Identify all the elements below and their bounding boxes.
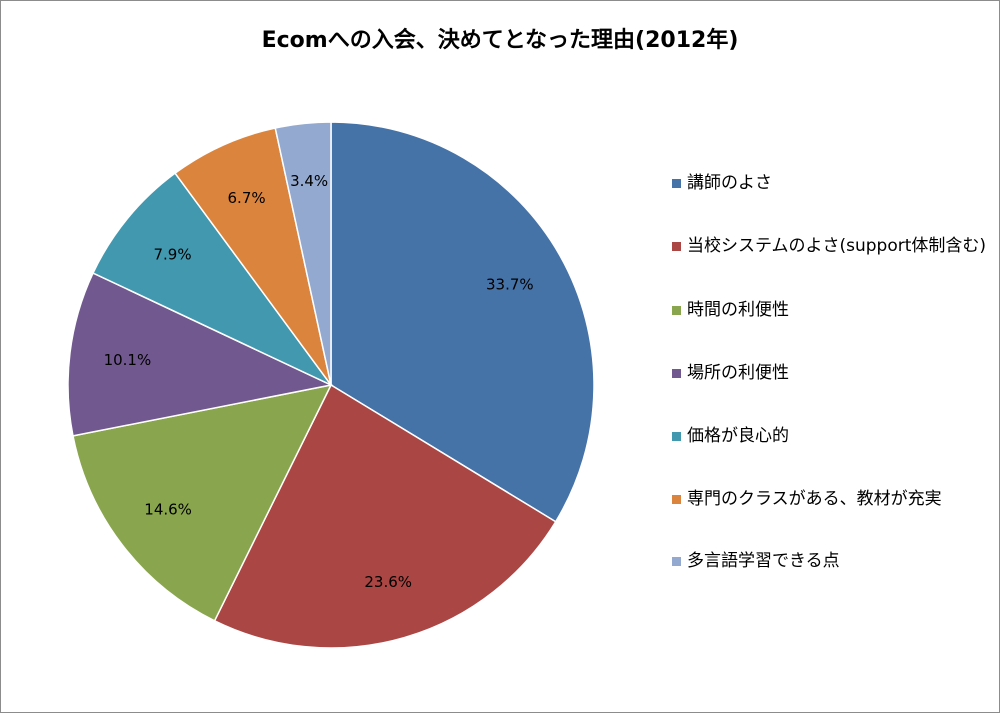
slice-data-label-3: 14.6% bbox=[144, 501, 192, 519]
pie-slice-1 bbox=[330, 121, 595, 523]
pie-slice-6 bbox=[174, 127, 332, 386]
legend-item-1: 講師のよさ bbox=[672, 170, 987, 196]
legend-label: 専門のクラスがある、教材が充実 bbox=[687, 489, 942, 509]
legend-item-4: 場所の利便性 bbox=[672, 360, 987, 386]
pie-slice-2 bbox=[213, 383, 557, 649]
pie-slice-7 bbox=[274, 121, 332, 386]
slice-data-label-2: 23.6% bbox=[364, 573, 412, 591]
pie-slice-3 bbox=[72, 383, 333, 622]
legend-swatch bbox=[672, 557, 681, 566]
legend-label: 多言語学習できる点 bbox=[687, 551, 840, 571]
legend-label: 場所の利便性 bbox=[687, 363, 789, 383]
legend-label: 時間の利便性 bbox=[687, 300, 789, 320]
slice-data-label-7: 3.4% bbox=[290, 172, 328, 190]
legend-item-6: 専門のクラスがある、教材が充実 bbox=[672, 486, 987, 512]
pie-slice-4 bbox=[67, 272, 334, 437]
legend-swatch bbox=[672, 495, 681, 504]
slice-data-label-5: 7.9% bbox=[153, 246, 191, 264]
legend-label: 価格が良心的 bbox=[687, 426, 789, 446]
legend-swatch bbox=[672, 306, 681, 315]
legend-swatch bbox=[672, 369, 681, 378]
legend-label: 当校システムのよさ(support体制含む) bbox=[687, 236, 987, 256]
legend-item-3: 時間の利便性 bbox=[672, 297, 987, 323]
chart-title: Ecomへの入会、決めてとなった理由(2012年) bbox=[261, 28, 739, 53]
legend-swatch bbox=[672, 242, 681, 251]
legend-item-7: 多言語学習できる点 bbox=[672, 548, 987, 574]
slice-data-label-1: 33.7% bbox=[486, 275, 534, 293]
slice-data-label-4: 10.1% bbox=[104, 351, 152, 369]
legend-item-2: 当校システムのよさ(support体制含む) bbox=[672, 233, 987, 259]
pie-slice-5 bbox=[92, 172, 332, 386]
slice-data-label-6: 6.7% bbox=[228, 189, 266, 207]
legend-label: 講師のよさ bbox=[687, 173, 772, 193]
legend-swatch bbox=[672, 432, 681, 441]
legend-item-5: 価格が良心的 bbox=[672, 423, 987, 449]
legend-swatch bbox=[672, 179, 681, 188]
